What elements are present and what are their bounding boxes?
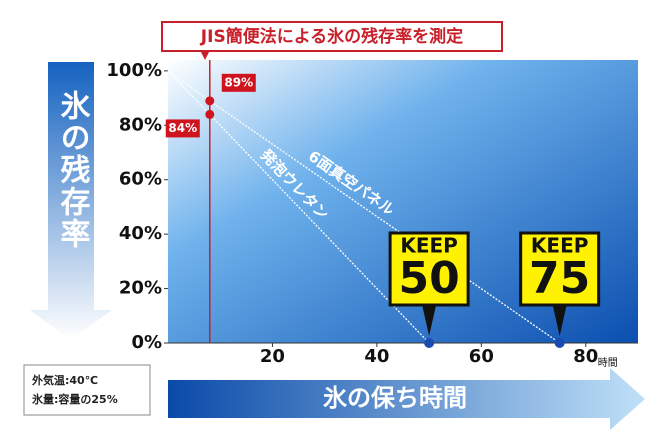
callout-number: 75	[529, 253, 590, 304]
y-tick-label: 80%	[119, 114, 162, 135]
y-tick-label: 40%	[119, 223, 162, 244]
point-label: 84%	[168, 121, 197, 135]
callout-label: KEEP	[531, 234, 588, 258]
point-marker	[205, 96, 215, 106]
title-box	[161, 21, 503, 52]
callout-box	[519, 231, 601, 307]
callout-pointer	[552, 305, 567, 336]
callout-pointer	[422, 305, 437, 336]
callout-box	[388, 231, 470, 307]
y-tick-label: 20%	[119, 278, 162, 299]
y-arrow	[30, 62, 112, 340]
point-label: 89%	[224, 75, 253, 89]
note: 外気温:40℃	[31, 373, 98, 387]
x-tick-label: 20	[260, 346, 285, 367]
x-tick-label: 80	[573, 346, 598, 367]
note: 氷量:容量の25%	[32, 392, 118, 406]
notes-box	[23, 364, 151, 416]
title-pointer	[200, 50, 210, 60]
x-label: 氷の保ち時間	[323, 384, 467, 412]
y-tick-label: 0%	[131, 332, 162, 353]
y-tick-label: 60%	[119, 169, 162, 190]
x-tick-label: 40	[364, 346, 389, 367]
end-marker	[424, 338, 435, 348]
x-tick-label: 60	[469, 346, 494, 367]
point-label-box	[221, 73, 256, 92]
chart-title: JIS簡便法による氷の残存率を測定	[200, 26, 463, 47]
callout-number: 50	[398, 253, 459, 304]
point-marker	[205, 109, 215, 119]
y-label: 氷の残存率	[55, 90, 91, 250]
y-tick-label: 100%	[106, 60, 162, 81]
end-marker	[554, 338, 565, 348]
x-unit: 時間	[598, 357, 618, 369]
point-label-box	[165, 119, 200, 138]
x-arrow	[168, 368, 645, 430]
callout-label: KEEP	[400, 234, 457, 258]
